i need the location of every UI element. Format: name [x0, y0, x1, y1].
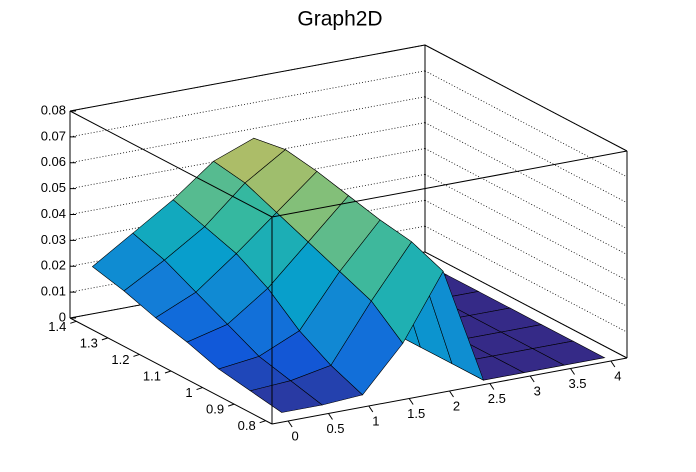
grid-line: [424, 199, 628, 307]
grid-line: [424, 96, 628, 204]
y-tick: [164, 370, 172, 374]
z-tick-label: 0: [59, 309, 66, 324]
x-tick-label: 2: [453, 398, 460, 413]
y-tick: [227, 403, 235, 407]
y-tick-label: 1.3: [80, 335, 98, 350]
z-tick-label: 0.01: [41, 284, 66, 299]
grid-line: [424, 70, 628, 178]
box-edge: [424, 44, 628, 152]
x-tick: [368, 405, 374, 413]
y-tick: [70, 320, 77, 324]
z-tick-label: 0.03: [41, 232, 66, 247]
box-edge: [69, 44, 426, 112]
z-tick-label: 0.04: [41, 206, 66, 221]
box-edge: [69, 110, 273, 218]
x-tick-label: 0.5: [326, 421, 344, 436]
y-tick: [259, 420, 266, 424]
grid-line: [424, 122, 628, 229]
x-tick: [610, 360, 616, 368]
x-tick: [570, 368, 575, 375]
grid-line: [424, 251, 628, 359]
grid-line: [424, 225, 628, 333]
x-tick: [449, 390, 454, 398]
surface-cell: [249, 380, 323, 413]
x-tick-label: 1: [372, 413, 379, 428]
grid-line: [69, 70, 426, 138]
x-tick: [328, 413, 333, 420]
grid-line: [69, 96, 426, 164]
y-tick-label: 0.9: [206, 402, 224, 417]
y-tick: [101, 337, 109, 341]
grid-line: [424, 148, 628, 255]
y-tick-label: 1: [185, 385, 192, 400]
x-tick-label: 3: [534, 383, 541, 398]
x-tick: [408, 398, 414, 405]
y-tick-label: 0.8: [238, 418, 256, 433]
box-edge: [271, 150, 628, 218]
z-tick-label: 0.07: [41, 128, 66, 143]
x-tick-label: 1.5: [407, 406, 425, 421]
y-tick-label: 1.1: [143, 368, 161, 383]
chart-title: Graph2D: [297, 8, 382, 31]
y-tick-label: 1.4: [48, 319, 66, 334]
x-tick-label: 3.5: [568, 376, 586, 391]
x-tick: [287, 420, 293, 428]
x-tick-label: 2.5: [488, 391, 506, 406]
y-tick-label: 1.2: [111, 352, 129, 367]
x-tick-label: 0: [292, 428, 299, 443]
z-tick-label: 0.08: [41, 102, 66, 117]
x-tick: [529, 375, 535, 383]
z-tick-label: 0.06: [41, 154, 66, 169]
grid-line: [424, 174, 628, 281]
y-tick: [133, 353, 140, 357]
x-tick: [489, 383, 495, 390]
x-tick-label: 4: [614, 368, 621, 383]
z-tick-label: 0.02: [41, 258, 66, 273]
y-tick: [196, 387, 203, 391]
z-tick-label: 0.05: [41, 180, 66, 195]
